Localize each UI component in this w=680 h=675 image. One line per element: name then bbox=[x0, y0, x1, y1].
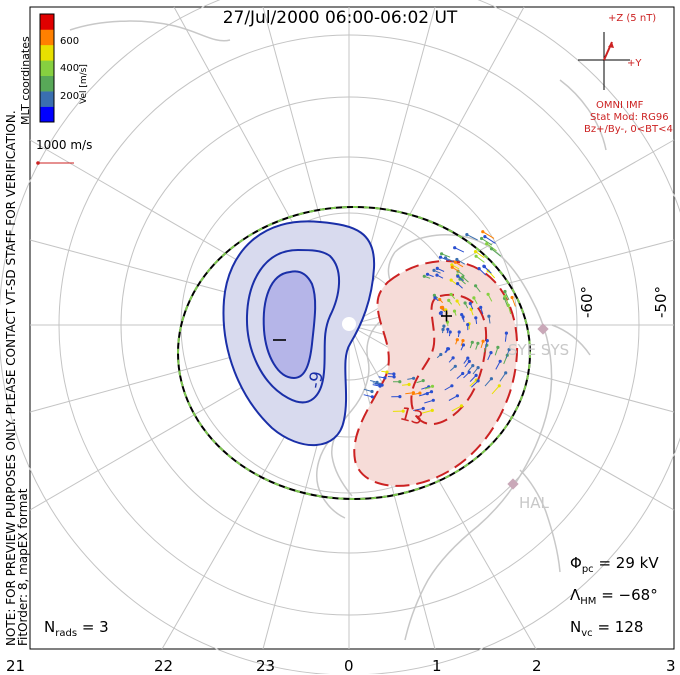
imf-y-label: +Y bbox=[627, 58, 642, 69]
lat-label-50: -50° bbox=[652, 286, 670, 318]
mlt-tick-1: 1 bbox=[432, 657, 442, 675]
imf-z-label: +Z (5 nT) bbox=[608, 13, 656, 24]
station-label-sye-sys: SYE SYS bbox=[508, 341, 569, 359]
colorbar-segment bbox=[40, 76, 54, 92]
colorbar-segment bbox=[40, 29, 54, 45]
scale-vector-label: 1000 m/s bbox=[36, 138, 92, 152]
colorbar-segment bbox=[40, 45, 54, 61]
velocity-vector bbox=[443, 330, 444, 334]
colorbar-tick-200: 200 bbox=[60, 91, 79, 102]
stat-n-vc: Nvc = 128 bbox=[570, 618, 643, 639]
colorbar-segment bbox=[40, 91, 54, 107]
pole-marker bbox=[342, 317, 356, 331]
stat-n-rads: Nrads = 3 bbox=[44, 618, 109, 639]
velocity-colorbar bbox=[40, 14, 54, 122]
imf-condition: Bz+/By-, 0<BT<4 bbox=[584, 124, 673, 135]
colorbar-segment bbox=[40, 60, 54, 76]
mlt-tick-3: 3 bbox=[666, 657, 676, 675]
mlt-tick-0: 0 bbox=[344, 657, 354, 675]
colorbar-tick-400: 400 bbox=[60, 63, 79, 74]
colorbar-segment bbox=[40, 107, 54, 123]
fit-info: FitOrder: 8, mapEX format bbox=[16, 489, 30, 646]
colorbar-label: Vel [m/s] bbox=[79, 64, 89, 104]
station-label-hal: HAL bbox=[519, 494, 549, 512]
coordinate-system-label: MLT coordinates bbox=[19, 36, 32, 125]
mlt-tick-22: 22 bbox=[154, 657, 173, 675]
mlt-tick-2: 2 bbox=[532, 657, 542, 675]
stat-model: Stat Mod: RG96 bbox=[590, 112, 669, 123]
imf-source: OMNI IMF bbox=[596, 100, 643, 111]
mlt-tick-21: 21 bbox=[6, 657, 25, 675]
lat-label-60: -60° bbox=[578, 286, 596, 318]
velocity-vector bbox=[447, 329, 448, 333]
map-title: 27/Jul/2000 06:00-06:02 UT bbox=[0, 8, 680, 28]
stat-phi-pc: Φpc = 29 kV bbox=[570, 554, 659, 575]
mlt-tick-23: 23 bbox=[256, 657, 275, 675]
stat-lambda-hm: ΛHM = −68° bbox=[570, 586, 658, 607]
colorbar-tick-600: 600 bbox=[60, 36, 79, 47]
negative-contour-label: -9 bbox=[305, 370, 328, 390]
